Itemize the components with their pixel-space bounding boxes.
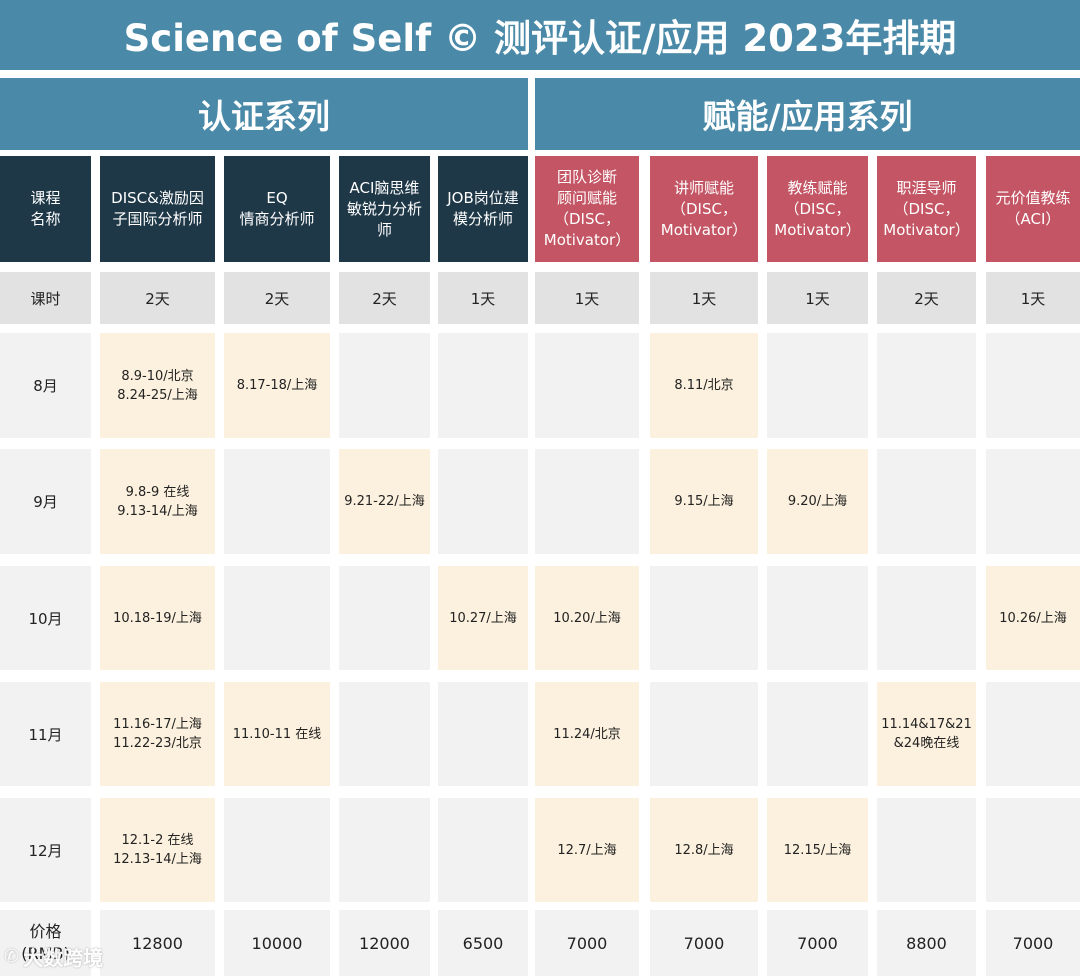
course-price: 12800 [100, 910, 215, 976]
wechat-logo-icon: ✆ [4, 945, 20, 967]
course-header: 职涯导师 （DISC， Motivator） [877, 156, 976, 262]
month-label: 11月 [0, 682, 91, 786]
schedule-cell: 11.16-17/上海 11.22-23/北京 [100, 682, 215, 786]
course-header: ACI脑思维 敏锐力分析 师 [339, 156, 430, 262]
schedule-cell-empty [986, 798, 1080, 902]
schedule-cell: 9.20/上海 [767, 449, 868, 554]
schedule-cell: 12.8/上海 [650, 798, 758, 902]
schedule-cell: 8.17-18/上海 [224, 333, 330, 438]
schedule-cell-empty [650, 682, 758, 786]
schedule-cell-empty [877, 566, 976, 670]
course-hours: 2天 [339, 272, 430, 324]
course-header: EQ 情商分析师 [224, 156, 330, 262]
schedule-cell: 10.20/上海 [535, 566, 639, 670]
course-hours: 1天 [767, 272, 868, 324]
course-price: 12000 [339, 910, 430, 976]
schedule-cell: 10.18-19/上海 [100, 566, 215, 670]
schedule-cell-empty [535, 449, 639, 554]
course-hours: 1天 [438, 272, 528, 324]
schedule-cell-empty [339, 798, 430, 902]
course-price: 8800 [877, 910, 976, 976]
course-price: 7000 [535, 910, 639, 976]
schedule-cell-empty [339, 333, 430, 438]
course-header: 团队诊断 顾问赋能 （DISC， Motivator） [535, 156, 639, 262]
schedule-cell: 10.27/上海 [438, 566, 528, 670]
schedule-cell: 12.1-2 在线 12.13-14/上海 [100, 798, 215, 902]
month-label: 10月 [0, 566, 91, 670]
course-header: 元价值教练 （ACI） [986, 156, 1080, 262]
schedule-cell: 8.11/北京 [650, 333, 758, 438]
row-label-hours: 课时 [0, 272, 91, 324]
course-hours: 1天 [535, 272, 639, 324]
course-header: 讲师赋能 （DISC， Motivator） [650, 156, 758, 262]
course-header: 教练赋能 （DISC， Motivator） [767, 156, 868, 262]
schedule-cell-empty [986, 682, 1080, 786]
watermark: ✆ 大数跨境 [4, 940, 103, 972]
course-hours: 1天 [650, 272, 758, 324]
course-hours: 2天 [224, 272, 330, 324]
month-label: 9月 [0, 449, 91, 554]
schedule-cell-empty [535, 333, 639, 438]
schedule-cell: 10.26/上海 [986, 566, 1080, 670]
course-hours: 1天 [986, 272, 1080, 324]
course-hours: 2天 [877, 272, 976, 324]
course-price: 7000 [986, 910, 1080, 976]
watermark-text: 大数跨境 [23, 945, 104, 970]
schedule-cell-empty [438, 333, 528, 438]
page-title: Science of Self © 测评认证/应用 2023年排期 [0, 0, 1080, 70]
course-price: 10000 [224, 910, 330, 976]
schedule-cell-empty [767, 682, 868, 786]
schedule-cell: 9.8-9 在线 9.13-14/上海 [100, 449, 215, 554]
schedule-cell-empty [224, 566, 330, 670]
course-header: DISC&激励因 子国际分析师 [100, 156, 215, 262]
schedule-cell-empty [877, 798, 976, 902]
schedule-cell-empty [224, 449, 330, 554]
schedule-cell-empty [877, 333, 976, 438]
schedule-cell-empty [224, 798, 330, 902]
schedule-cell: 8.9-10/北京 8.24-25/上海 [100, 333, 215, 438]
schedule-cell-empty [767, 333, 868, 438]
month-label: 12月 [0, 798, 91, 902]
course-price: 7000 [650, 910, 758, 976]
schedule-cell-empty [986, 449, 1080, 554]
schedule-cell: 11.14&17&21 &24晚在线 [877, 682, 976, 786]
row-label-course: 课程 名称 [0, 156, 91, 262]
schedule-cell-empty [877, 449, 976, 554]
schedule-cell: 12.7/上海 [535, 798, 639, 902]
row-label-price: 价格 (RMB) [0, 910, 91, 976]
schedule-cell-empty [650, 566, 758, 670]
schedule-cell-empty [339, 566, 430, 670]
schedule-cell: 9.15/上海 [650, 449, 758, 554]
course-header: JOB岗位建 模分析师 [438, 156, 528, 262]
schedule-cell-empty [438, 798, 528, 902]
schedule-cell: 11.24/北京 [535, 682, 639, 786]
schedule-cell-empty [767, 566, 868, 670]
course-price: 6500 [438, 910, 528, 976]
section-application: 赋能/应用系列 [535, 78, 1080, 150]
schedule-cell-empty [438, 682, 528, 786]
section-certification: 认证系列 [0, 78, 528, 150]
schedule-cell: 9.21-22/上海 [339, 449, 430, 554]
schedule-cell-empty [438, 449, 528, 554]
course-hours: 2天 [100, 272, 215, 324]
schedule-cell-empty [986, 333, 1080, 438]
month-label: 8月 [0, 333, 91, 438]
schedule-cell: 12.15/上海 [767, 798, 868, 902]
course-price: 7000 [767, 910, 868, 976]
schedule-cell: 11.10-11 在线 [224, 682, 330, 786]
schedule-cell-empty [339, 682, 430, 786]
